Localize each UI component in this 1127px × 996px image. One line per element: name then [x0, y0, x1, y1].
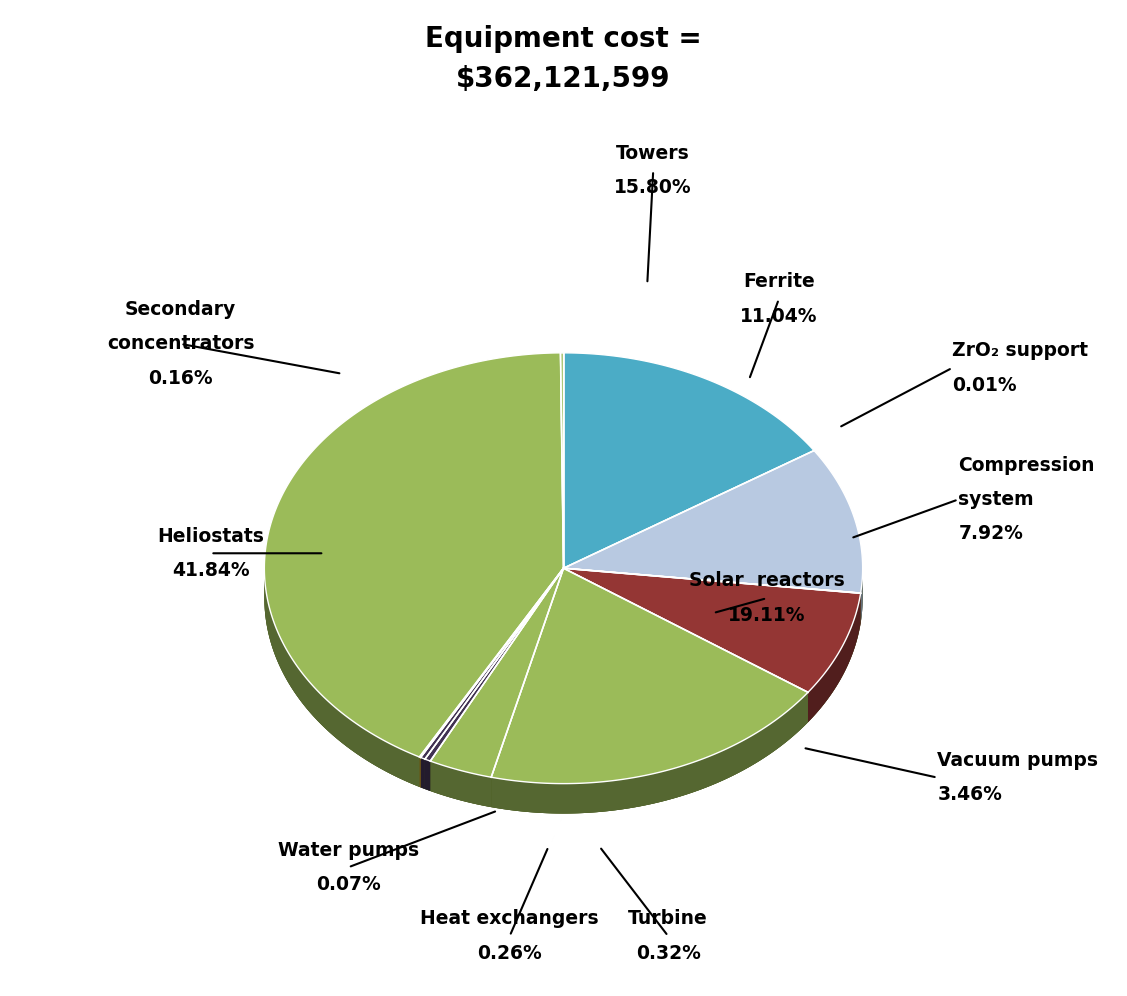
- Text: Solar  reactors: Solar reactors: [689, 572, 845, 591]
- Polygon shape: [420, 757, 425, 789]
- Text: concentrators: concentrators: [107, 335, 255, 354]
- Text: Towers: Towers: [616, 143, 690, 162]
- Text: 41.84%: 41.84%: [171, 561, 249, 580]
- Text: Water pumps: Water pumps: [277, 841, 419, 860]
- Polygon shape: [431, 761, 491, 807]
- Polygon shape: [265, 353, 564, 757]
- Polygon shape: [431, 569, 564, 777]
- Text: 0.26%: 0.26%: [477, 944, 542, 963]
- Polygon shape: [419, 757, 420, 788]
- Text: 0.16%: 0.16%: [149, 369, 213, 387]
- Polygon shape: [491, 569, 808, 784]
- Text: Heliostats: Heliostats: [157, 527, 264, 546]
- Text: Heat exchangers: Heat exchangers: [420, 909, 598, 928]
- Polygon shape: [265, 565, 419, 787]
- Text: 0.01%: 0.01%: [952, 375, 1017, 394]
- Polygon shape: [425, 569, 564, 761]
- Text: Compression: Compression: [958, 455, 1094, 474]
- Text: Equipment cost =: Equipment cost =: [425, 25, 702, 53]
- Text: 7.92%: 7.92%: [958, 524, 1023, 544]
- Text: 19.11%: 19.11%: [728, 606, 806, 624]
- Text: 11.04%: 11.04%: [740, 307, 817, 326]
- Polygon shape: [265, 569, 862, 814]
- Polygon shape: [564, 569, 861, 692]
- Polygon shape: [425, 759, 431, 791]
- Text: Secondary: Secondary: [125, 300, 237, 319]
- Polygon shape: [419, 757, 420, 788]
- Polygon shape: [564, 450, 862, 593]
- Polygon shape: [491, 692, 808, 814]
- Polygon shape: [564, 569, 861, 594]
- Text: 0.07%: 0.07%: [316, 875, 381, 894]
- Polygon shape: [431, 761, 491, 807]
- Polygon shape: [419, 569, 564, 757]
- Polygon shape: [560, 353, 564, 569]
- Polygon shape: [861, 565, 862, 623]
- Text: Ferrite: Ferrite: [743, 272, 815, 291]
- Polygon shape: [420, 569, 564, 759]
- Polygon shape: [420, 757, 425, 789]
- Text: ZrO₂ support: ZrO₂ support: [952, 341, 1089, 361]
- Text: $362,121,599: $362,121,599: [456, 65, 671, 93]
- Polygon shape: [808, 594, 861, 722]
- Polygon shape: [861, 558, 862, 623]
- Polygon shape: [491, 692, 808, 814]
- Text: 3.46%: 3.46%: [938, 785, 1002, 805]
- Polygon shape: [265, 561, 419, 787]
- Text: Turbine: Turbine: [629, 909, 708, 928]
- Polygon shape: [425, 759, 431, 791]
- Text: 0.32%: 0.32%: [636, 944, 701, 963]
- Text: Vacuum pumps: Vacuum pumps: [938, 751, 1099, 770]
- Polygon shape: [808, 594, 861, 722]
- Text: system: system: [958, 490, 1033, 509]
- Text: 15.80%: 15.80%: [614, 178, 692, 197]
- Polygon shape: [564, 353, 814, 569]
